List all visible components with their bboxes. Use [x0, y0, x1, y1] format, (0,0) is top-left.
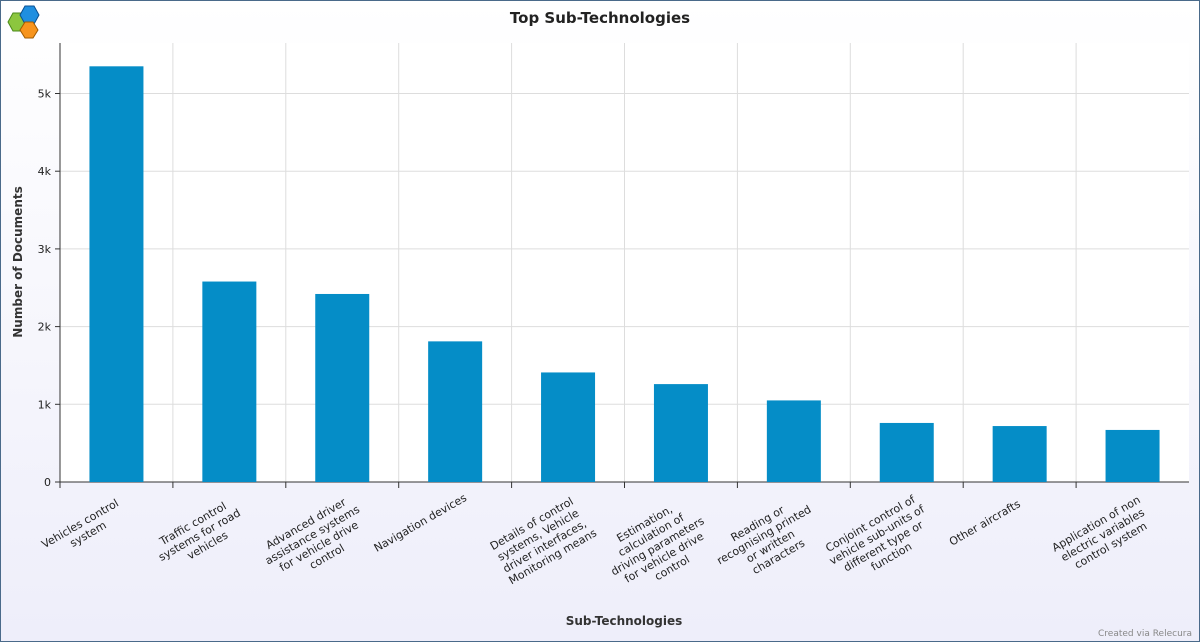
- bar: [315, 293, 370, 482]
- bar: [1105, 429, 1160, 482]
- bar: [653, 384, 708, 482]
- y-axis-title: Number of Documents: [11, 186, 25, 337]
- bar: [879, 422, 934, 482]
- bar: [202, 281, 257, 482]
- y-tick-label: 0: [44, 476, 51, 489]
- y-tick-label: 2k: [38, 321, 52, 334]
- logo: [7, 5, 40, 39]
- y-tick-label: 3k: [38, 243, 52, 256]
- bar: [992, 426, 1047, 482]
- y-tick-label: 4k: [38, 165, 52, 178]
- y-tick-label: 1k: [38, 398, 52, 411]
- bar: [428, 341, 483, 482]
- y-tick-label: 5k: [38, 88, 52, 101]
- chart-title: Top Sub-Technologies: [510, 9, 690, 27]
- x-axis-title: Sub-Technologies: [566, 614, 683, 628]
- bar: [541, 372, 596, 482]
- footer: Created via Relecura: [1098, 629, 1192, 639]
- bar: [89, 66, 144, 482]
- bar: [766, 400, 821, 482]
